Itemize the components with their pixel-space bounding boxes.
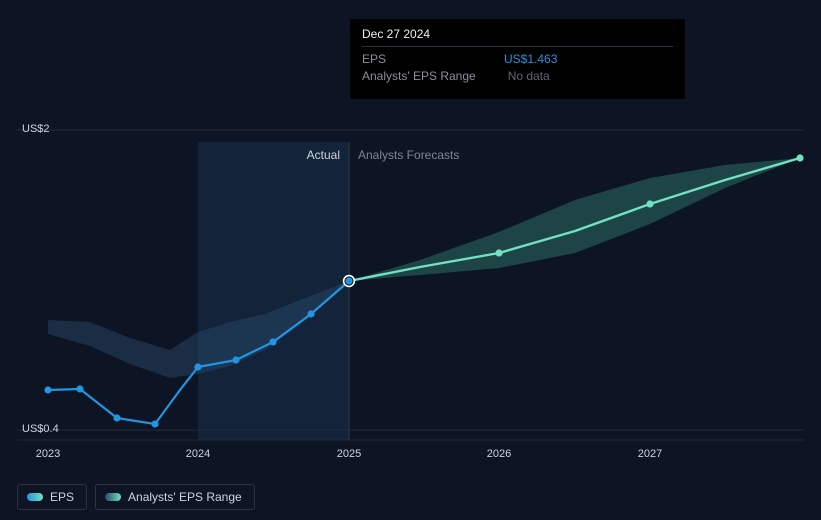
x-axis-label: 2025 (337, 448, 361, 460)
tooltip-divider (362, 46, 673, 47)
y-axis-label: US$2 (22, 123, 50, 135)
x-axis-label: 2023 (36, 448, 60, 460)
tooltip-row-label: EPS (362, 51, 472, 68)
divider-label-actual: Actual (307, 148, 340, 162)
tooltip-row-value: US$1.463 (504, 51, 557, 68)
divider-label-forecast: Analysts Forecasts (358, 148, 459, 162)
x-axis-label: 2026 (487, 448, 511, 460)
legend-item-range[interactable]: Analysts' EPS Range (95, 484, 255, 510)
eps-forecast-chart: Dec 27 2024 EPSUS$1.463Analysts' EPS Ran… (0, 0, 821, 520)
legend-swatch (105, 493, 121, 501)
legend-label: Analysts' EPS Range (128, 490, 242, 504)
legend-label: EPS (50, 490, 74, 504)
tooltip-row-label: Analysts' EPS Range (362, 68, 476, 85)
chart-tooltip: Dec 27 2024 EPSUS$1.463Analysts' EPS Ran… (350, 19, 685, 99)
y-axis-label: US$0.4 (22, 423, 59, 435)
tooltip-date: Dec 27 2024 (362, 27, 673, 41)
legend-item-eps[interactable]: EPS (17, 484, 87, 510)
tooltip-row-value: No data (508, 68, 550, 85)
chart-legend: EPS Analysts' EPS Range (17, 484, 255, 510)
x-axis-label: 2027 (638, 448, 662, 460)
x-axis-label: 2024 (186, 448, 210, 460)
tooltip-row: EPS US$1.463 (362, 51, 673, 68)
legend-swatch (27, 493, 43, 501)
tooltip-row: Analysts' EPS Range No data (362, 68, 673, 85)
